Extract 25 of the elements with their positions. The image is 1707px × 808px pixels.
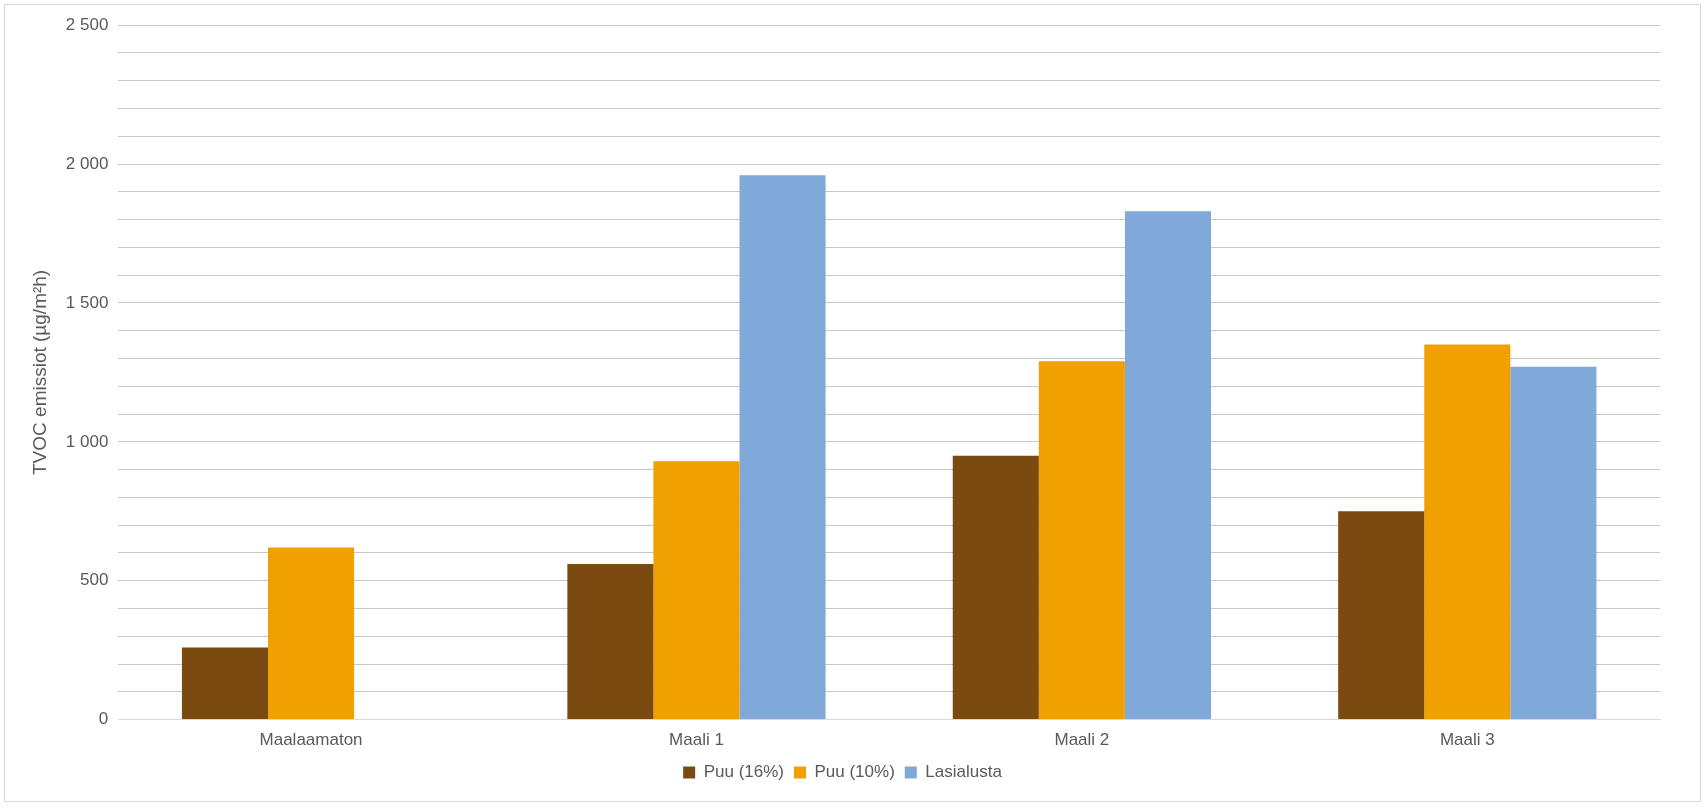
bar	[1510, 366, 1597, 720]
y-tick-label: 500	[79, 570, 109, 590]
bar	[567, 564, 654, 720]
legend-label: Lasialusta	[925, 762, 1003, 782]
legend-label: Puu (16%)	[703, 762, 784, 782]
y-tick-label: 1 000	[65, 431, 109, 451]
y-tick-label: 0	[98, 709, 109, 729]
y-tick-label: 2 000	[65, 153, 109, 173]
x-tick-label: Maali 3	[1439, 730, 1495, 750]
bar	[1338, 511, 1425, 720]
bar	[653, 461, 740, 720]
y-tick-label: 2 500	[65, 14, 109, 34]
bar	[1124, 211, 1211, 720]
bar	[739, 175, 826, 720]
x-tick-label: Maali 2	[1054, 730, 1110, 750]
bar	[181, 647, 269, 720]
bar	[1038, 361, 1125, 720]
x-tick-label: Maali 1	[669, 730, 724, 750]
bar	[1424, 344, 1511, 720]
bar	[268, 547, 355, 720]
x-tick-label: Maalaamaton	[259, 730, 363, 750]
bar	[952, 455, 1039, 720]
legend-label: Puu (10%)	[814, 762, 895, 782]
y-axis-title: TVOC emissiot (µg/m²h)	[28, 269, 50, 475]
y-tick-label: 1 500	[65, 292, 109, 312]
